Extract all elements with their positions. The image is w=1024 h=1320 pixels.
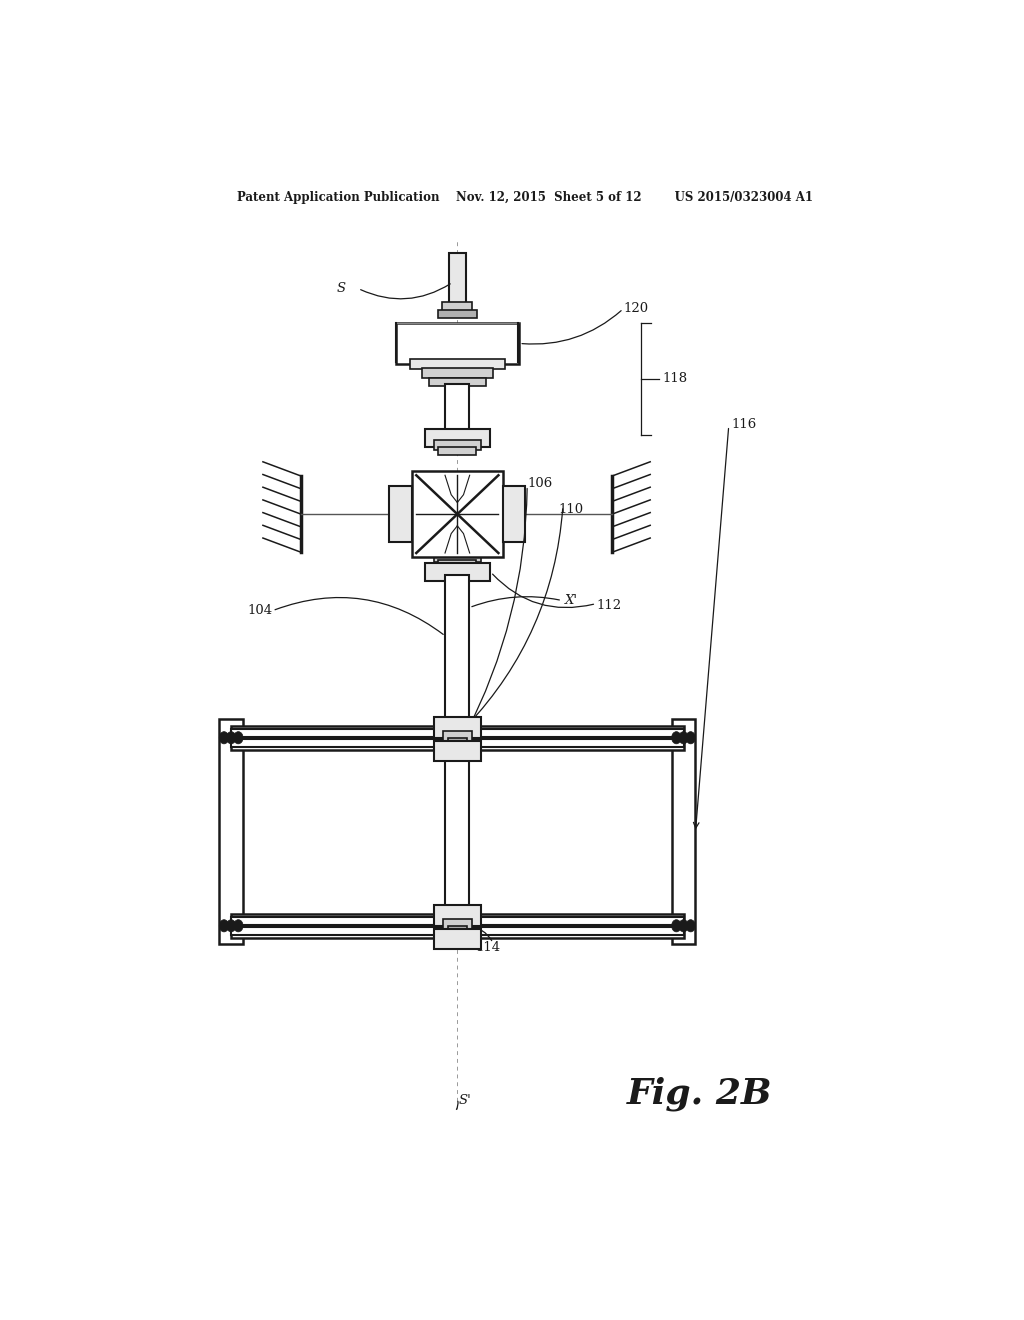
Bar <box>433 552 481 562</box>
Text: 118: 118 <box>663 372 687 385</box>
Bar <box>438 447 476 455</box>
Bar <box>396 323 519 364</box>
Circle shape <box>686 920 695 932</box>
Bar <box>422 368 494 378</box>
Bar <box>437 310 477 318</box>
Circle shape <box>679 731 688 744</box>
Text: 106: 106 <box>527 477 552 490</box>
Bar <box>219 719 243 944</box>
Text: Fig. 2B: Fig. 2B <box>627 1076 772 1110</box>
Circle shape <box>219 731 228 744</box>
Bar <box>231 916 684 925</box>
Bar <box>443 919 472 929</box>
Bar <box>445 384 469 434</box>
Text: 120: 120 <box>624 302 648 315</box>
Text: S: S <box>337 282 346 294</box>
Circle shape <box>226 731 236 744</box>
Bar <box>449 253 466 304</box>
Bar <box>231 726 684 750</box>
Bar <box>433 906 481 925</box>
Circle shape <box>226 920 236 932</box>
Text: 104: 104 <box>248 605 272 618</box>
Text: X': X' <box>564 594 578 607</box>
Bar <box>231 729 684 737</box>
Bar <box>445 576 469 738</box>
Bar <box>425 562 489 581</box>
Bar <box>447 925 467 936</box>
Bar <box>442 302 472 314</box>
Circle shape <box>233 920 243 932</box>
Bar <box>410 359 505 368</box>
Text: 110: 110 <box>559 503 584 516</box>
Bar <box>412 471 503 557</box>
Circle shape <box>672 731 681 744</box>
Bar <box>425 429 489 447</box>
Bar <box>433 741 481 762</box>
Bar <box>389 486 412 543</box>
Circle shape <box>219 920 228 932</box>
Bar <box>672 719 695 944</box>
Bar <box>231 927 684 935</box>
Text: 114: 114 <box>475 941 500 953</box>
Bar <box>445 746 469 919</box>
Circle shape <box>672 920 681 932</box>
Bar <box>429 378 486 385</box>
Text: 112: 112 <box>596 599 622 612</box>
Bar <box>443 731 472 741</box>
Bar <box>231 739 684 747</box>
Bar <box>433 440 481 450</box>
Bar <box>503 486 525 543</box>
Bar <box>447 738 467 748</box>
Circle shape <box>233 731 243 744</box>
Circle shape <box>679 920 688 932</box>
Text: 116: 116 <box>731 418 757 432</box>
Text: Patent Application Publication    Nov. 12, 2015  Sheet 5 of 12        US 2015/03: Patent Application Publication Nov. 12, … <box>237 191 813 203</box>
Circle shape <box>686 731 695 744</box>
Bar <box>438 560 476 568</box>
Text: S': S' <box>459 1094 472 1107</box>
Bar <box>433 929 481 949</box>
Bar <box>231 913 684 937</box>
Bar <box>433 718 481 738</box>
